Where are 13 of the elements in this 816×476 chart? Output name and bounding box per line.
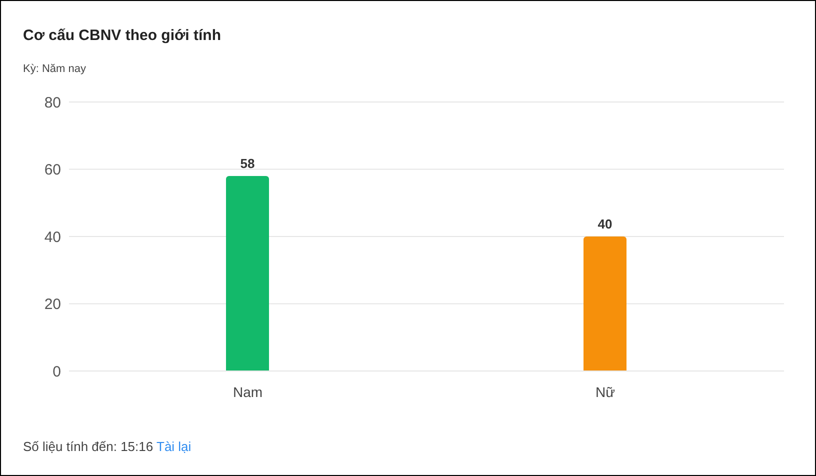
y-tick-label: 60 — [44, 162, 61, 179]
x-tick-label: Nam — [232, 384, 263, 400]
data-label: 58 — [240, 156, 255, 171]
y-tick-label: 0 — [52, 363, 61, 380]
text: Số liệu tính đến: 15:16 — [23, 439, 154, 454]
y-tick-label: 20 — [44, 296, 61, 314]
text: Tài lại — [156, 439, 192, 454]
data-label: 40 — [598, 216, 612, 232]
y-tick-label: 80 — [44, 94, 61, 112]
chart-title: Cơ cấu CBNV theo giới tính — [23, 27, 221, 44]
x-tick-label: Nữ — [596, 384, 615, 400]
y-tick-label: 40 — [44, 228, 61, 246]
chart-subtitle: Kỳ: Năm nay — [23, 63, 86, 75]
